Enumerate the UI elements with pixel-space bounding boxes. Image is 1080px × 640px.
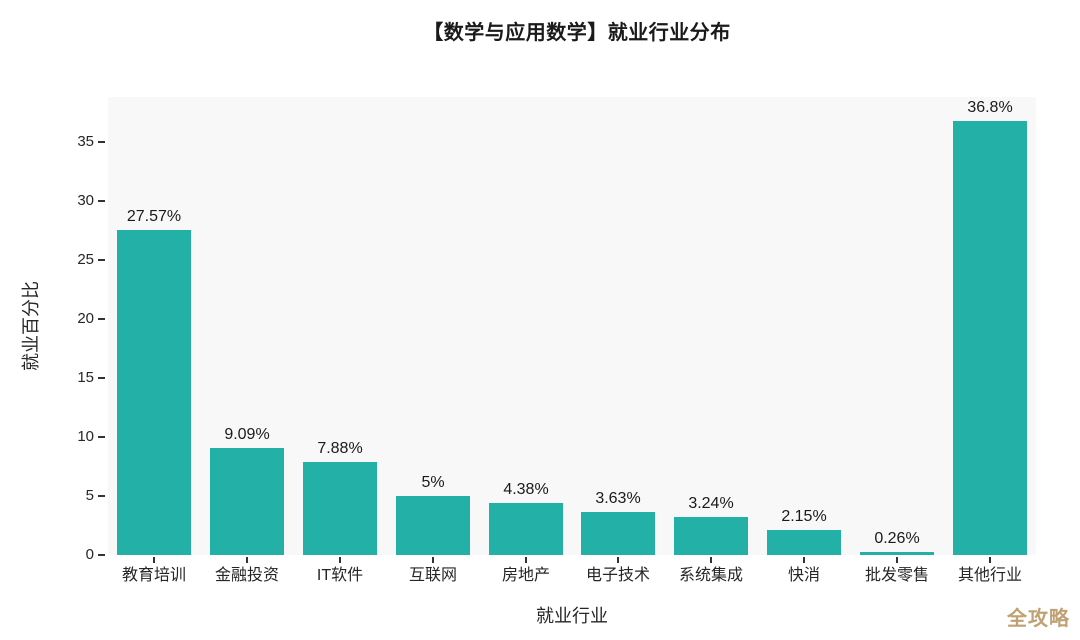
x-tick-mark bbox=[617, 557, 619, 563]
y-tick-mark bbox=[98, 259, 105, 262]
x-tick-label: 其他行业 bbox=[957, 567, 1022, 584]
y-tick-mark bbox=[98, 318, 105, 321]
x-tick-label: 互联网 bbox=[408, 567, 457, 584]
x-tick-label: 电子技术 bbox=[585, 567, 650, 584]
x-tick-mark bbox=[803, 557, 805, 563]
bar-value-label: 5% bbox=[421, 474, 445, 491]
y-tick-label: 30 bbox=[77, 192, 94, 210]
x-tick-label: 系统集成 bbox=[678, 567, 743, 584]
bar-IT软件 bbox=[303, 462, 377, 555]
bar-电子技术 bbox=[581, 512, 655, 555]
bar-互联网 bbox=[396, 496, 470, 555]
bar-value-label: 27.57% bbox=[126, 208, 182, 225]
bar-value-label: 36.8% bbox=[967, 99, 1013, 116]
x-tick-label: 金融投资 bbox=[214, 567, 279, 584]
x-tick-label: IT软件 bbox=[316, 567, 364, 584]
y-tick-label: 10 bbox=[77, 428, 94, 446]
y-tick-label: 0 bbox=[85, 546, 94, 563]
x-tick-mark bbox=[153, 557, 155, 563]
x-tick-mark bbox=[989, 557, 991, 563]
x-tick-label: 房地产 bbox=[501, 567, 550, 584]
bar-金融投资 bbox=[210, 448, 284, 555]
bar-value-label: 0.26% bbox=[874, 530, 920, 547]
bar-value-label: 9.09% bbox=[224, 426, 270, 443]
y-tick-mark bbox=[98, 436, 105, 439]
watermark: 全攻略 bbox=[1007, 608, 1070, 630]
x-tick-label: 教育培训 bbox=[121, 567, 186, 584]
x-tick-mark bbox=[525, 557, 527, 563]
bar-value-label: 3.24% bbox=[688, 495, 734, 512]
y-tick-mark bbox=[98, 141, 105, 144]
x-axis-label: 就业行业 bbox=[536, 606, 608, 626]
x-tick-label: 快消 bbox=[787, 567, 820, 584]
y-tick-label: 20 bbox=[77, 310, 94, 328]
chart-title: 【数学与应用数学】就业行业分布 bbox=[423, 22, 731, 44]
y-tick-mark bbox=[98, 377, 105, 380]
y-tick-mark bbox=[98, 495, 105, 498]
bar-value-label: 2.15% bbox=[781, 508, 827, 525]
bar-value-label: 3.63% bbox=[595, 490, 641, 507]
bar-批发零售 bbox=[860, 552, 934, 555]
bar-其他行业 bbox=[953, 121, 1027, 555]
bar-系统集成 bbox=[674, 517, 748, 555]
y-tick-label: 25 bbox=[77, 251, 94, 269]
x-tick-mark bbox=[710, 557, 712, 563]
x-tick-label: 批发零售 bbox=[864, 567, 929, 584]
y-tick-mark bbox=[98, 200, 105, 203]
x-tick-mark bbox=[339, 557, 341, 563]
bar-value-label: 7.88% bbox=[317, 440, 363, 457]
x-tick-mark bbox=[246, 557, 248, 563]
y-tick-label: 15 bbox=[77, 369, 94, 387]
bar-value-label: 4.38% bbox=[503, 481, 549, 498]
x-tick-mark bbox=[432, 557, 434, 563]
bar-快消 bbox=[767, 530, 841, 555]
y-tick-label: 35 bbox=[77, 133, 94, 151]
x-tick-mark bbox=[896, 557, 898, 563]
bar-房地产 bbox=[489, 503, 563, 555]
y-tick-mark bbox=[98, 554, 105, 556]
bar-教育培训 bbox=[117, 230, 191, 555]
y-tick-label: 5 bbox=[85, 487, 94, 505]
